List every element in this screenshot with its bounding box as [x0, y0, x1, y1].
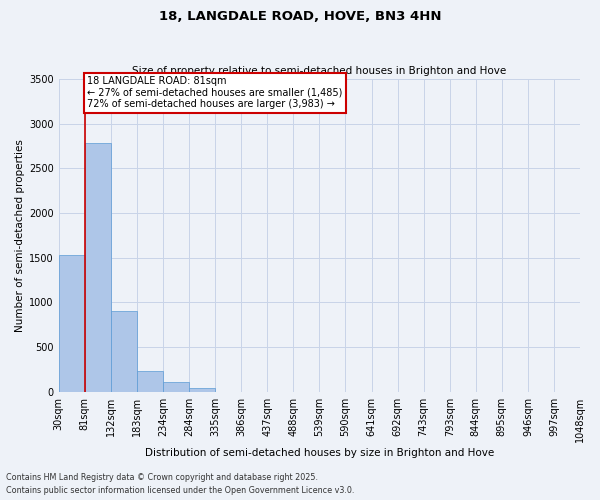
Bar [163, 382, 189, 392]
Bar [85, 144, 111, 392]
Bar [59, 255, 85, 392]
Text: 18 LANGDALE ROAD: 81sqm
← 27% of semi-detached houses are smaller (1,485)
72% of: 18 LANGDALE ROAD: 81sqm ← 27% of semi-de… [88, 76, 343, 109]
X-axis label: Distribution of semi-detached houses by size in Brighton and Hove: Distribution of semi-detached houses by … [145, 448, 494, 458]
Bar [111, 310, 137, 392]
Bar [189, 388, 215, 392]
Text: Contains HM Land Registry data © Crown copyright and database right 2025.
Contai: Contains HM Land Registry data © Crown c… [6, 474, 355, 495]
Text: 18, LANGDALE ROAD, HOVE, BN3 4HN: 18, LANGDALE ROAD, HOVE, BN3 4HN [159, 10, 441, 23]
Bar [137, 372, 163, 392]
Title: Size of property relative to semi-detached houses in Brighton and Hove: Size of property relative to semi-detach… [132, 66, 506, 76]
Y-axis label: Number of semi-detached properties: Number of semi-detached properties [15, 139, 25, 332]
